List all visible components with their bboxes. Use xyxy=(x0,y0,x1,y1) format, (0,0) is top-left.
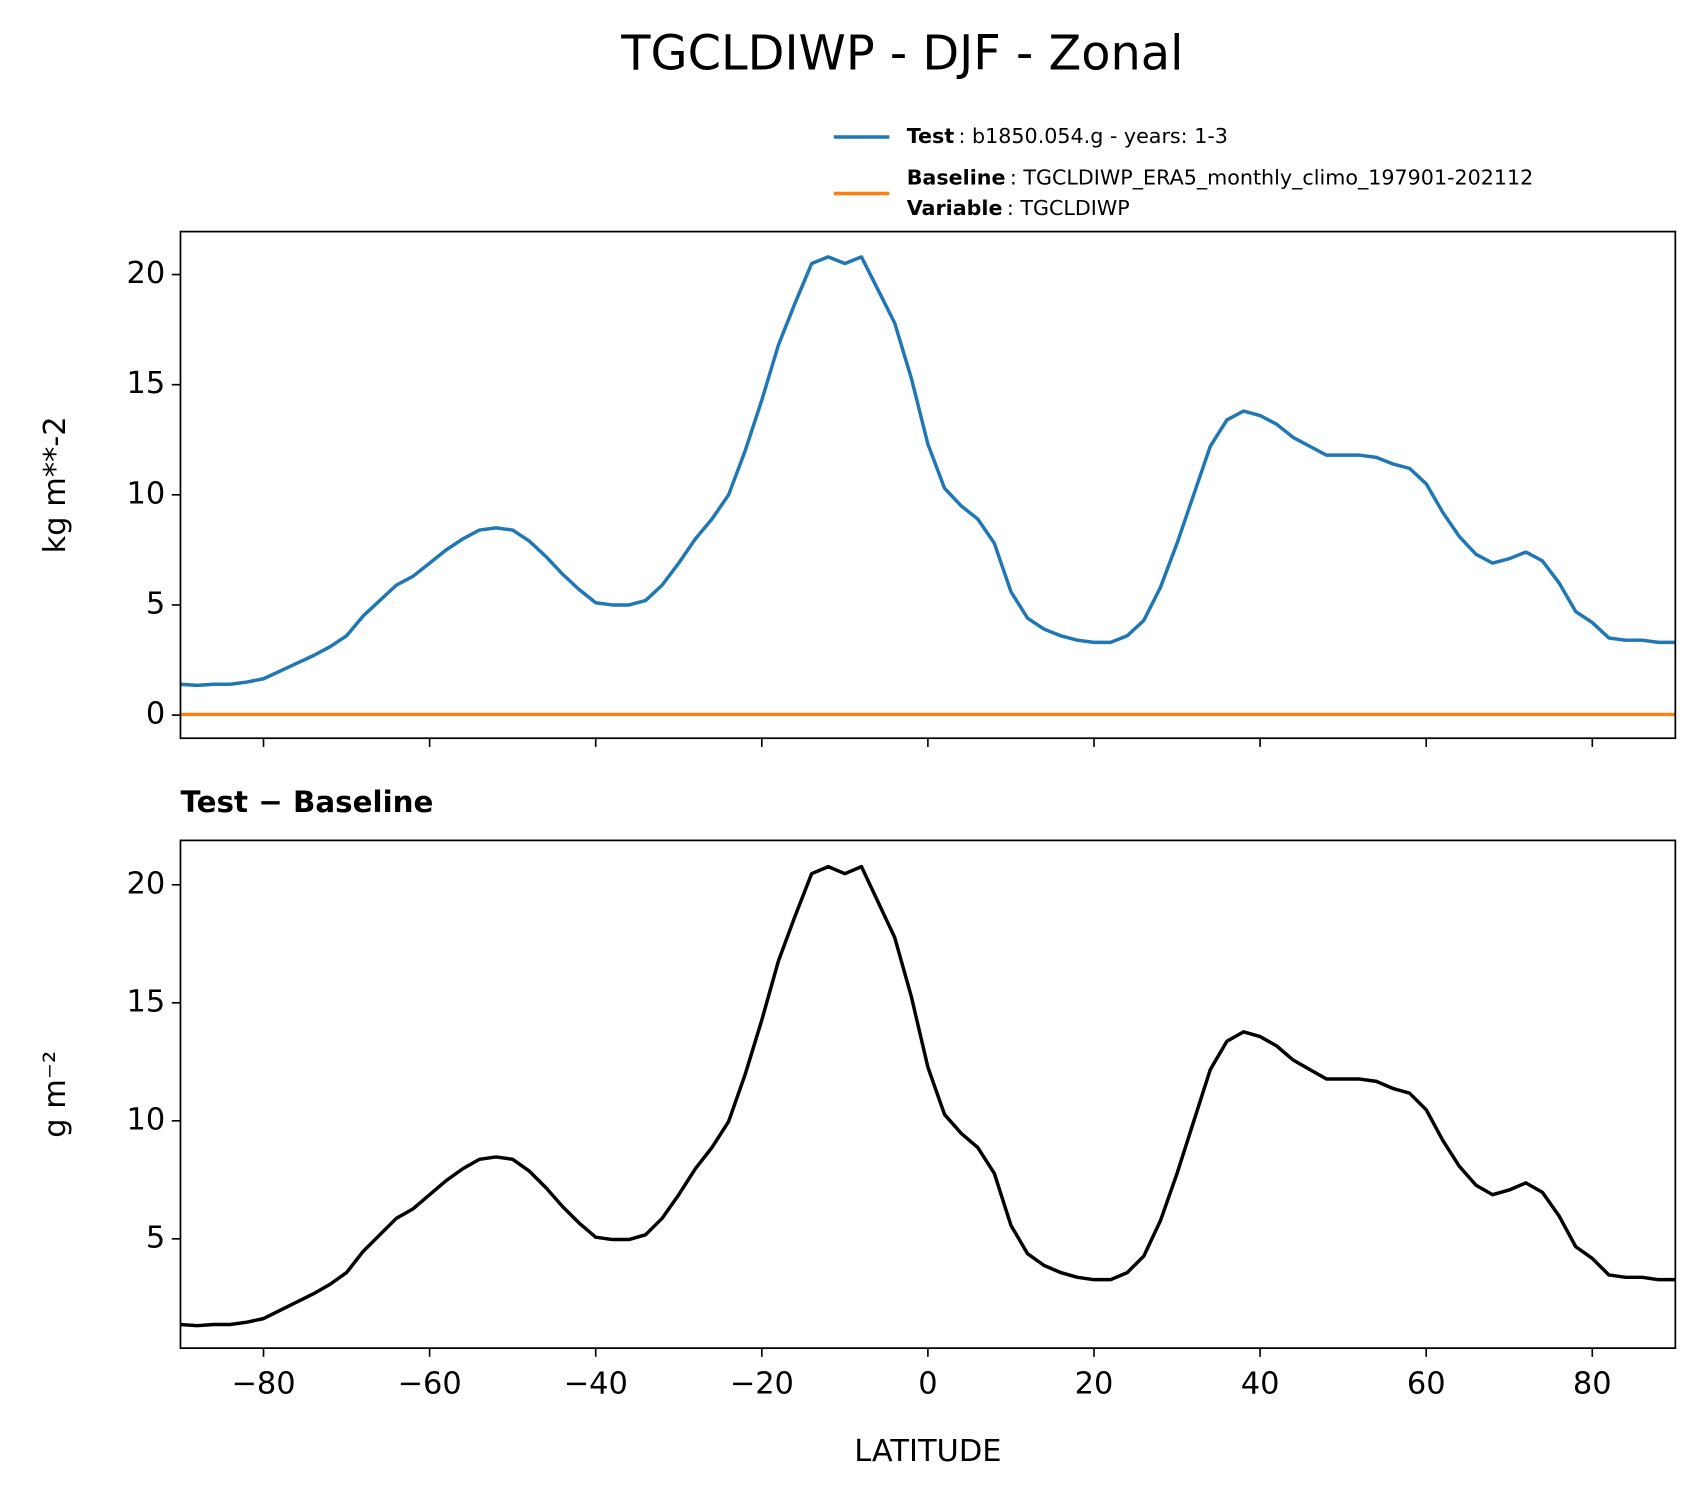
subplot-title: Test − Baseline xyxy=(180,785,433,819)
legend-label: Test: b1850.054.g - years: 1-3 xyxy=(907,124,1228,148)
legend-name: Baseline xyxy=(907,165,1006,189)
data-line xyxy=(180,864,1676,1328)
legend-label: Baseline: TGCLDIWP_ERA5_monthly_climo_19… xyxy=(907,165,1534,190)
y-tick-label: 20 xyxy=(127,256,166,291)
x-axis-label: LATITUDE xyxy=(854,1434,1001,1469)
legend-detail: : TGCLDIWP xyxy=(1007,196,1130,220)
axes-frame xyxy=(179,230,1677,740)
y-axis-label: g m⁻² xyxy=(38,1051,73,1138)
y-tick-label: 15 xyxy=(127,366,166,401)
legend-label: Variable: TGCLDIWP xyxy=(907,196,1130,220)
legend-detail: : TGCLDIWP_ERA5_monthly_climo_197901-202… xyxy=(1010,165,1533,190)
y-tick-label: 0 xyxy=(146,697,165,732)
y-axis-label: kg m**-2 xyxy=(38,416,73,553)
chart-title: TGCLDIWP - DJF - Zonal xyxy=(620,27,1183,82)
legend-name: Test xyxy=(907,124,955,148)
axes-frame xyxy=(179,839,1677,1349)
legend-detail: : b1850.054.g - years: 1-3 xyxy=(959,124,1228,148)
legend-name: Variable xyxy=(907,196,1003,220)
x-tick-label: 60 xyxy=(1407,1367,1446,1402)
x-tick-label: −20 xyxy=(730,1367,794,1402)
x-tick-label: 40 xyxy=(1241,1367,1280,1402)
x-tick-label: 80 xyxy=(1573,1367,1612,1402)
y-tick-label: 10 xyxy=(127,1102,166,1137)
x-tick-label: −80 xyxy=(231,1367,295,1402)
y-tick-label: 10 xyxy=(127,476,166,511)
data-line xyxy=(180,255,1676,688)
x-tick-label: 20 xyxy=(1075,1367,1114,1402)
y-tick-label: 5 xyxy=(146,1220,165,1255)
x-tick-label: 0 xyxy=(918,1367,937,1402)
y-tick-label: 15 xyxy=(127,984,166,1019)
y-tick-label: 20 xyxy=(127,866,166,901)
y-tick-label: 5 xyxy=(146,586,165,621)
x-tick-label: −60 xyxy=(397,1367,461,1402)
x-tick-label: −40 xyxy=(564,1367,628,1402)
